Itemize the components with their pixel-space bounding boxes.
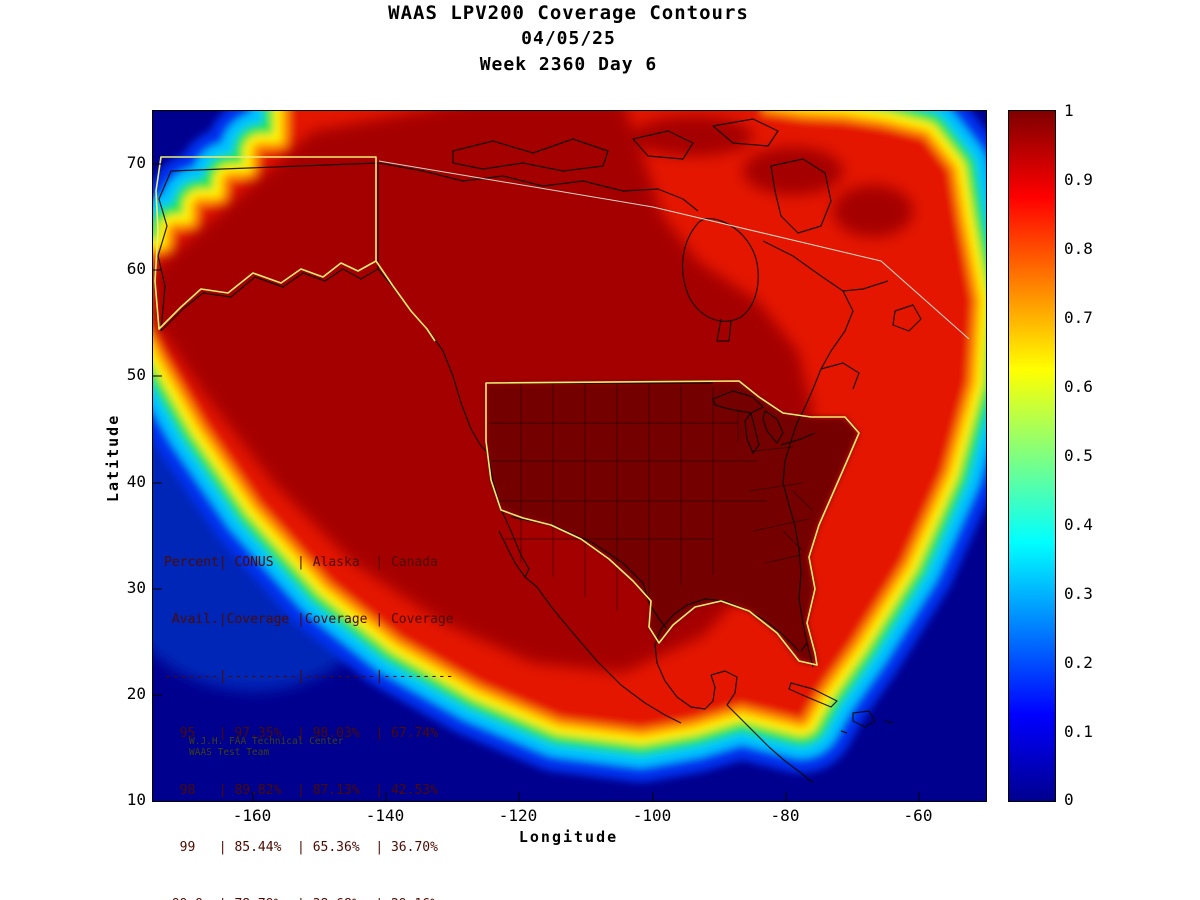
colorbar-tick-label: 0.7: [1064, 308, 1093, 327]
chart-date: 04/05/25: [521, 28, 616, 49]
alaska-service-boundary: [154, 156, 436, 342]
state-boundaries: [489, 383, 814, 611]
y-tick-label: 70: [126, 153, 146, 172]
arctic-coast: [378, 162, 699, 212]
x-tick-label: -100: [632, 806, 672, 825]
x-tick-label: -160: [232, 806, 272, 825]
colorbar-tick-label: 0.2: [1064, 653, 1093, 672]
arctic-islands: [452, 118, 832, 234]
y-tick-label: 40: [126, 472, 146, 491]
y-tick-label: 20: [126, 684, 146, 703]
colorbar-tick-label: 0.4: [1064, 515, 1093, 534]
chart-week-day: Week 2360 Day 6: [479, 54, 658, 75]
caribbean-islands: [788, 682, 894, 734]
plot-area: Percent| CONUS | Alaska | Canada Avail.|…: [152, 110, 987, 900]
x-axis-label: Longitude: [518, 828, 619, 846]
y-tick-label: 50: [126, 365, 146, 384]
colorbar-tick-label: 0.3: [1064, 584, 1093, 603]
colorbar-tick-label: 0.9: [1064, 170, 1093, 189]
great-lakes: [712, 390, 816, 454]
colorbar-tick-label: 0.6: [1064, 377, 1093, 396]
y-axis-label: Latitude: [104, 413, 122, 502]
x-tick-label: -80: [770, 806, 800, 825]
colorbar-tick-label: 0: [1064, 790, 1074, 809]
x-tick-label: -120: [498, 806, 538, 825]
northern-service-line: [378, 160, 970, 340]
y-tick-label: 60: [126, 259, 146, 278]
colorbar-tick-label: 0.5: [1064, 446, 1093, 465]
service-volume-boundaries: [154, 156, 860, 666]
x-tick-label: -140: [365, 806, 405, 825]
colorbar-tick-label: 0.1: [1064, 722, 1093, 741]
coverage-map-svg: [153, 111, 986, 801]
labrador-coast: [762, 240, 922, 370]
y-tick-label: 10: [126, 790, 146, 809]
axis-tick-marks: [153, 163, 920, 801]
colorbar: [1008, 110, 1056, 802]
hudson-bay: [681, 218, 759, 342]
chart-title: WAAS LPV200 Coverage Contours: [388, 2, 749, 24]
pacific-coast: [428, 330, 682, 724]
table-line: 99.9 | 78.79% | 38.68% | 29.16%: [164, 895, 454, 900]
colorbar-tick-label: 1: [1064, 101, 1074, 120]
y-tick-label: 30: [126, 578, 146, 597]
colorbar-tick-label: 0.8: [1064, 239, 1093, 258]
x-tick-label: -60: [903, 806, 933, 825]
